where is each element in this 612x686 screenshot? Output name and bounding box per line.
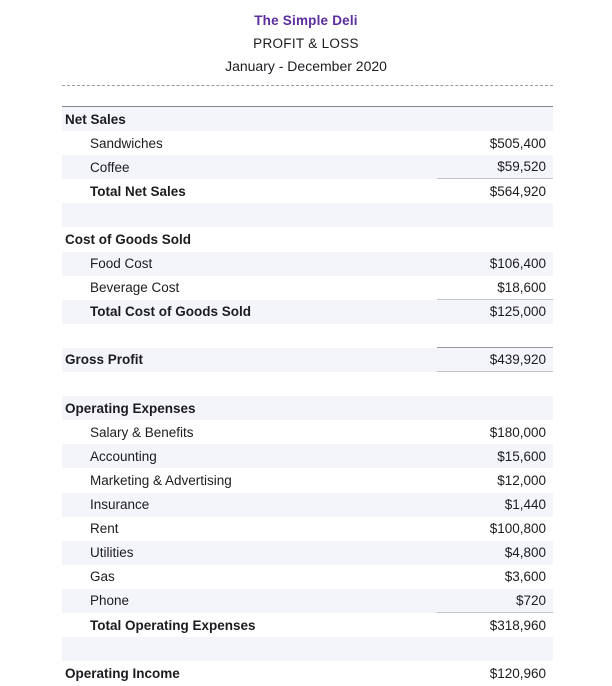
row-amount: $4,800: [504, 545, 546, 561]
table-row: Sandwiches $505,400: [62, 131, 553, 155]
row-label: Total Net Sales: [90, 183, 186, 199]
table-row: Total Operating Expenses $318,960: [62, 613, 553, 637]
table-row: [62, 372, 553, 396]
row-label: Accounting: [90, 448, 157, 464]
row-amount: [437, 324, 553, 348]
table-row: Total Cost of Goods Sold $125,000: [62, 299, 553, 324]
table-row: Cost of Goods Sold: [62, 227, 553, 251]
row-label: Food Cost: [90, 256, 153, 272]
row-label: Marketing & Advertising: [90, 472, 232, 488]
row-amount: $318,960: [489, 617, 546, 633]
row-amount: $125,000: [489, 304, 546, 320]
row-amount: $106,400: [489, 256, 546, 272]
table-row: Insurance $1,440: [62, 492, 553, 517]
company-name: The Simple Deli: [254, 13, 358, 28]
row-label: Insurance: [90, 497, 150, 513]
table-row: Coffee $59,520: [62, 155, 553, 180]
header-divider: [62, 85, 553, 106]
table-row: Rent $100,800: [62, 517, 553, 541]
row-amount: $564,920: [489, 183, 546, 199]
pl-table: Net Sales Sandwiches $505,400 Coffee $59,520…: [62, 106, 553, 685]
row-label: Utilities: [90, 545, 134, 561]
row-amount: [437, 637, 553, 661]
row-label: Beverage Cost: [90, 280, 180, 296]
table-row: Operating Expenses: [62, 396, 553, 421]
row-amount: $180,000: [489, 424, 546, 440]
row-label: Gas: [90, 569, 115, 585]
table-row: Net Sales: [62, 107, 553, 132]
table-row: Food Cost $106,400: [62, 251, 553, 276]
row-label: Cost of Goods Sold: [65, 232, 191, 248]
row-amount: $1,440: [504, 497, 546, 513]
row-label: Operating Expenses: [65, 400, 196, 416]
row-amount: [437, 372, 553, 396]
row-amount: [437, 107, 553, 131]
row-amount: $59,520: [437, 155, 553, 180]
table-row: Phone $720: [62, 588, 553, 613]
row-label: Sandwiches: [90, 135, 163, 151]
table-row: Utilities $4,800: [62, 540, 553, 565]
table-row: [62, 637, 553, 662]
table-row: Salary & Benefits $180,000: [62, 420, 553, 444]
row-amount: [437, 203, 553, 227]
row-amount: [437, 396, 553, 420]
row-label: Salary & Benefits: [90, 424, 194, 440]
table-row: Beverage Cost $18,600: [62, 276, 553, 300]
row-label: Gross Profit: [65, 352, 144, 368]
table-row: Accounting $15,600: [62, 444, 553, 469]
row-label: Total Cost of Goods Sold: [90, 304, 251, 320]
document-header: The Simple Deli PROFIT & LOSS January - …: [0, 0, 612, 74]
table-row: Total Net Sales $564,920: [62, 179, 553, 203]
row-label: Rent: [90, 521, 119, 537]
table-row: [62, 203, 553, 228]
report-period: January - December 2020: [225, 58, 387, 74]
row-label: Phone: [90, 593, 130, 609]
table-row: Marketing & Advertising $12,000: [62, 468, 553, 492]
row-label: Net Sales: [65, 111, 126, 127]
row-label: Coffee: [90, 159, 130, 175]
row-amount: $720: [437, 589, 553, 613]
row-amount: $18,600: [437, 276, 553, 300]
row-label: Operating Income: [65, 665, 180, 681]
table-row: Gas $3,600: [62, 565, 553, 589]
row-amount: $100,800: [489, 521, 546, 537]
report-title: PROFIT & LOSS: [253, 36, 359, 51]
row-amount: $505,400: [489, 135, 546, 151]
table-row: Operating Income $120,960: [62, 661, 553, 685]
row-amount: $120,960: [489, 665, 546, 681]
row-amount: $15,600: [497, 448, 546, 464]
row-amount: $12,000: [497, 472, 546, 488]
row-amount: [437, 227, 553, 251]
table-row: [62, 324, 553, 348]
row-amount: $439,920: [437, 348, 553, 373]
table-row: Gross Profit $439,920: [62, 347, 553, 373]
row-amount: $3,600: [504, 569, 546, 585]
row-label: Total Operating Expenses: [90, 617, 256, 633]
